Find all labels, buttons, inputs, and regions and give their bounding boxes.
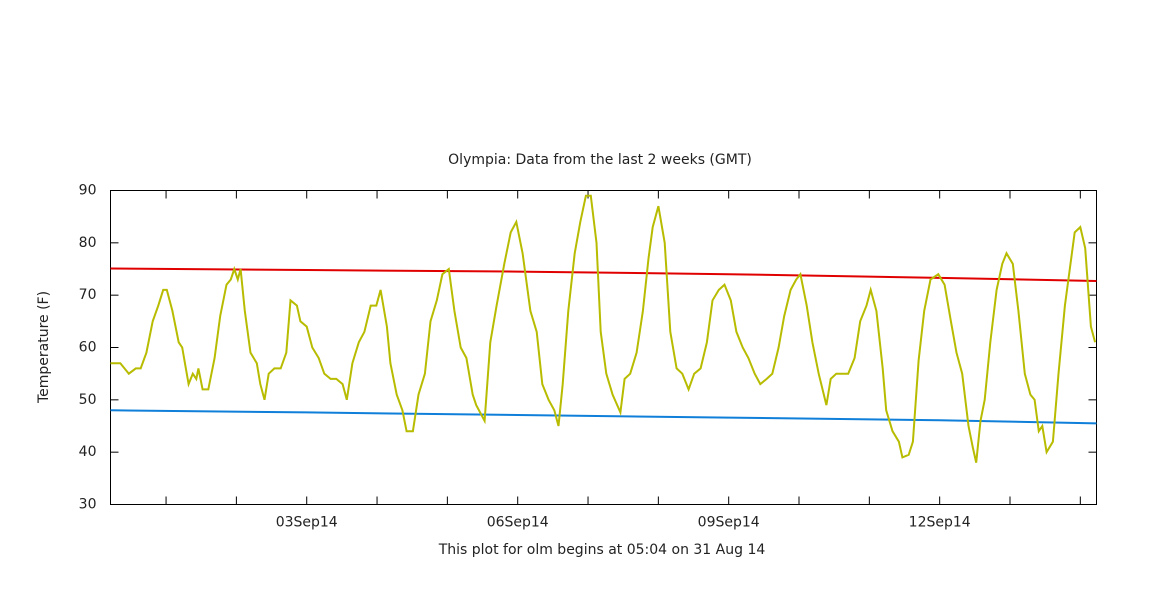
x-tick-label: 09Sep14 bbox=[698, 515, 760, 531]
y-tick-label: 90 bbox=[79, 183, 97, 199]
x-axis-label: This plot for olm begins at 05:04 on 31 … bbox=[438, 542, 766, 558]
series-line bbox=[110, 267, 1097, 282]
x-tick-label: 12Sep14 bbox=[909, 515, 971, 531]
y-axis-label: Temperature (F) bbox=[36, 291, 52, 404]
y-tick-label: 60 bbox=[79, 340, 97, 356]
y-tick-label: 80 bbox=[79, 235, 97, 251]
chart-title: Olympia: Data from the last 2 weeks (GMT… bbox=[448, 152, 752, 168]
y-tick-label: 30 bbox=[79, 497, 97, 513]
x-tick-label: 03Sep14 bbox=[276, 515, 338, 531]
y-tick-label: 50 bbox=[79, 392, 97, 408]
y-tick-label: 40 bbox=[79, 444, 97, 460]
y-tick-label: 70 bbox=[79, 287, 97, 303]
series-line bbox=[110, 409, 1097, 425]
x-tick-label: 06Sep14 bbox=[487, 515, 549, 531]
series-line bbox=[110, 194, 1097, 463]
